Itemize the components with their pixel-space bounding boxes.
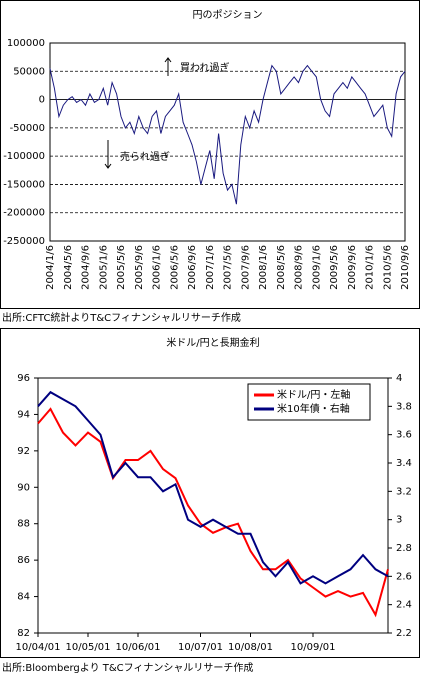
x-tick-label: 2006/9/6 <box>187 245 198 290</box>
y2-tick-label: 2.6 <box>396 571 412 582</box>
y-tick-label: -250000 <box>3 236 45 247</box>
x-tick-label: 2009/1/6 <box>311 245 322 290</box>
legend-box <box>247 383 371 421</box>
chart-title: 円のポジション <box>193 9 263 21</box>
plot-frame <box>37 377 389 634</box>
annotation: 買われ過ぎ <box>180 61 230 74</box>
x-tick-label: 10/06/01 <box>116 642 161 653</box>
data-line <box>49 64 406 205</box>
chart-title: 米ドル/円と長期金利 <box>166 336 259 349</box>
x-tick-label: 2010/5/6 <box>382 245 393 290</box>
x-tick-label: 10/04/01 <box>16 642 61 653</box>
y-tick-label: 50000 <box>13 66 45 77</box>
legend-label: 米10年債・右軸 <box>277 402 350 415</box>
x-tick-label: 2010/9/6 <box>400 245 411 290</box>
x-tick-label: 2004/9/6 <box>81 245 92 290</box>
chart-frame <box>0 328 420 658</box>
y-tick-label: 90 <box>17 482 30 493</box>
source-note: 出所:CFTC統計よりT&Cフィナンシャルリサーチ作成 <box>2 311 241 324</box>
x-tick-label: 2005/1/6 <box>98 245 109 290</box>
y-tick-label: -50000 <box>10 123 45 134</box>
y2-tick-label: 4 <box>396 373 402 384</box>
y-tick-label: -100000 <box>3 151 45 162</box>
x-tick-label: 2007/5/6 <box>223 245 234 290</box>
y2-tick-label: 3 <box>396 515 402 526</box>
x-tick-label: 2009/9/6 <box>347 245 358 290</box>
y-tick-label: 0 <box>39 95 45 106</box>
x-tick-label: 2004/5/6 <box>63 245 74 290</box>
y-tick-label: 92 <box>17 446 30 457</box>
data-line <box>37 390 389 585</box>
x-tick-label: 2005/9/6 <box>134 245 145 290</box>
x-tick-label: 2006/5/6 <box>169 245 180 290</box>
x-tick-label: 2008/5/6 <box>276 245 287 290</box>
y-tick-label: 94 <box>17 409 30 420</box>
chart-frame <box>0 0 420 309</box>
x-tick-label: 2007/1/6 <box>205 245 216 290</box>
x-tick-label: 2004/1/6 <box>45 245 56 290</box>
y2-tick-label: 3.4 <box>396 458 412 469</box>
x-tick-label: 2006/1/6 <box>152 245 163 290</box>
y2-tick-label: 2.4 <box>396 600 412 611</box>
x-tick-label: 2005/5/6 <box>116 245 127 290</box>
arrow-head <box>164 57 172 63</box>
y2-tick-label: 2.8 <box>396 543 412 554</box>
x-tick-label: 2009/5/6 <box>329 245 340 290</box>
arrow-head <box>104 163 112 169</box>
source-note: 出所:Bloombergより T&Cフィナンシャルリサーチ作成 <box>2 661 253 674</box>
x-tick-label: 10/05/01 <box>66 642 111 653</box>
y-tick-label: 84 <box>17 592 30 603</box>
x-tick-label: 2010/1/6 <box>365 245 376 290</box>
y-tick-label: 100000 <box>7 38 45 49</box>
y2-tick-label: 2.2 <box>396 628 412 639</box>
x-tick-label: 2008/9/6 <box>294 245 305 290</box>
data-line <box>37 407 389 618</box>
y-tick-label: -150000 <box>3 179 45 190</box>
y-tick-label: 82 <box>17 628 30 639</box>
x-tick-label: 2008/1/6 <box>258 245 269 290</box>
legend-label: 米ドル/円・左軸 <box>277 388 350 401</box>
y-tick-label: -200000 <box>3 208 45 219</box>
arrows <box>104 57 172 169</box>
annotation: 売られ過ぎ <box>120 150 170 163</box>
x-tick-label: 10/09/01 <box>291 642 336 653</box>
y-tick-label: 88 <box>17 519 30 530</box>
x-tick-label: 2007/9/6 <box>240 245 251 290</box>
y-tick-label: 96 <box>17 373 30 384</box>
y2-tick-label: 3.2 <box>396 486 412 497</box>
y2-tick-label: 3.8 <box>396 401 412 412</box>
plot-frame <box>49 42 406 242</box>
x-tick-label: 10/08/01 <box>228 642 273 653</box>
y-tick-label: 86 <box>17 555 30 566</box>
y2-tick-label: 3.6 <box>396 430 412 441</box>
x-tick-label: 10/07/01 <box>178 642 223 653</box>
